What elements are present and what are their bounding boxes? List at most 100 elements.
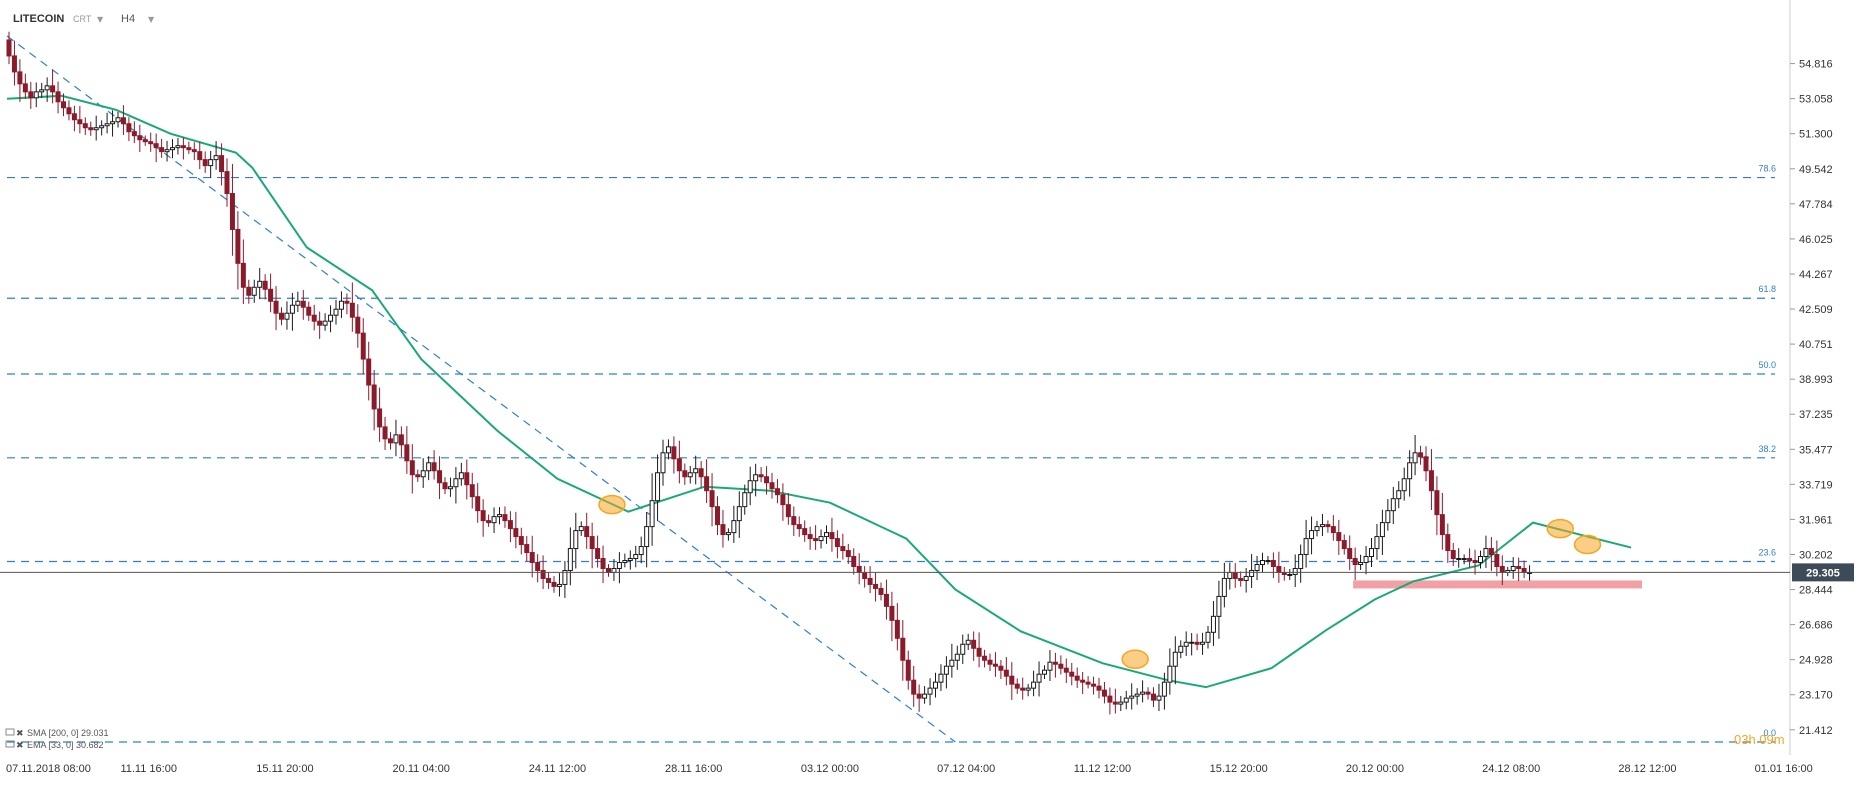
candle [153,133,159,163]
candle [671,436,677,474]
candle [115,111,121,128]
candle [578,521,584,536]
candle-body [431,462,437,472]
candle-body [1123,697,1129,703]
candle-body [464,472,470,486]
candle [1461,554,1467,565]
y-tick-label: 49.542 [1799,164,1833,176]
candle [949,643,955,678]
candle-body [486,520,492,524]
candle [1467,548,1473,568]
candle-body [900,637,906,661]
candle-body [704,476,710,492]
candle-body [1412,452,1418,464]
candle [1478,550,1483,569]
candle-body [1096,685,1102,691]
candle [469,472,475,509]
fib-level-label: 23.6 [1758,548,1776,558]
candle-body [1156,695,1162,701]
candle-body [1434,490,1440,516]
candle-body [148,141,154,145]
candle-body [562,569,568,585]
candle-body [589,536,595,550]
x-tick-label: 07.11.2018 08:00 [6,763,91,775]
instrument-type-label[interactable]: CRT [73,14,92,24]
candle [878,582,884,601]
candle [159,138,165,158]
candle-body [469,484,475,498]
indicator-icon[interactable] [5,740,15,748]
candle-body [1390,498,1396,512]
candle [279,307,284,326]
time-axis[interactable]: 07.11.2018 08:00 11.11 16:00 15.11 20:00 20… [6,763,1813,775]
candle-body [1221,577,1227,597]
fib-level-label: 0.0 [1763,728,1776,738]
candle [1074,667,1080,688]
candle-body [17,71,23,85]
candle [829,517,835,552]
indicator-icon[interactable] [5,728,15,736]
candle [682,463,688,485]
candle-body [687,472,693,478]
candle-body [1298,554,1304,569]
candle-body [1478,556,1483,564]
candle-body [377,408,383,428]
candle [551,576,557,593]
candle [284,301,290,330]
candle-body [458,472,464,480]
candle [1156,683,1162,712]
candle-body [295,300,301,306]
candle [573,512,579,569]
candle [644,512,650,568]
candle [1238,571,1244,587]
candle [818,529,824,549]
candle-body [251,286,257,296]
symbol-label[interactable]: LITECOIN [13,13,64,25]
candle [693,455,699,485]
candle-body [1347,548,1353,560]
candle-body [1467,558,1473,562]
candle-body [1292,567,1298,575]
candle [28,81,34,109]
timeframe-label[interactable]: H4 [121,13,135,25]
candle-body [1009,675,1015,685]
highlight-marker [1573,534,1602,555]
candle [175,137,181,155]
candle [1488,537,1494,571]
candle-body [300,300,306,308]
candle [916,684,922,712]
candle [764,466,770,495]
candle [1407,450,1413,497]
candle [1379,509,1385,555]
candle-body [878,587,884,595]
candle [1303,519,1309,568]
candle [458,462,464,486]
candle [186,141,192,154]
x-tick-label: 20.11 04:00 [393,763,450,775]
candle-body [644,526,650,548]
chevron-down-icon[interactable]: ▼ [148,15,155,24]
candle-body [502,514,508,522]
legend-item-ema[interactable]: ✖ EMA [33, 0] 30.682 [5,740,104,750]
candle-body [289,304,295,314]
candle [1205,626,1211,649]
candle [595,535,601,568]
chevron-down-icon[interactable]: ▼ [97,15,104,24]
candle-body [1112,701,1118,705]
price-axis[interactable]: 54.816 53.058 51.300 49.542 47.784 46.025 44.2… [1790,59,1833,737]
close-icon[interactable]: ✖ [16,740,24,750]
candle [676,440,682,484]
candle-body [720,524,726,536]
candle [82,117,88,135]
candle-body [507,520,513,530]
x-tick-label: 15.12 20:00 [1210,763,1268,775]
candle [71,105,77,132]
candle-body [262,280,268,290]
candle [191,142,197,161]
candle [1287,569,1293,580]
legend-item-sma[interactable]: ✖ SMA [200, 0] 29.031 [5,728,109,738]
candle-body [268,288,274,302]
close-icon[interactable]: ✖ [16,728,24,738]
candle [235,211,241,290]
